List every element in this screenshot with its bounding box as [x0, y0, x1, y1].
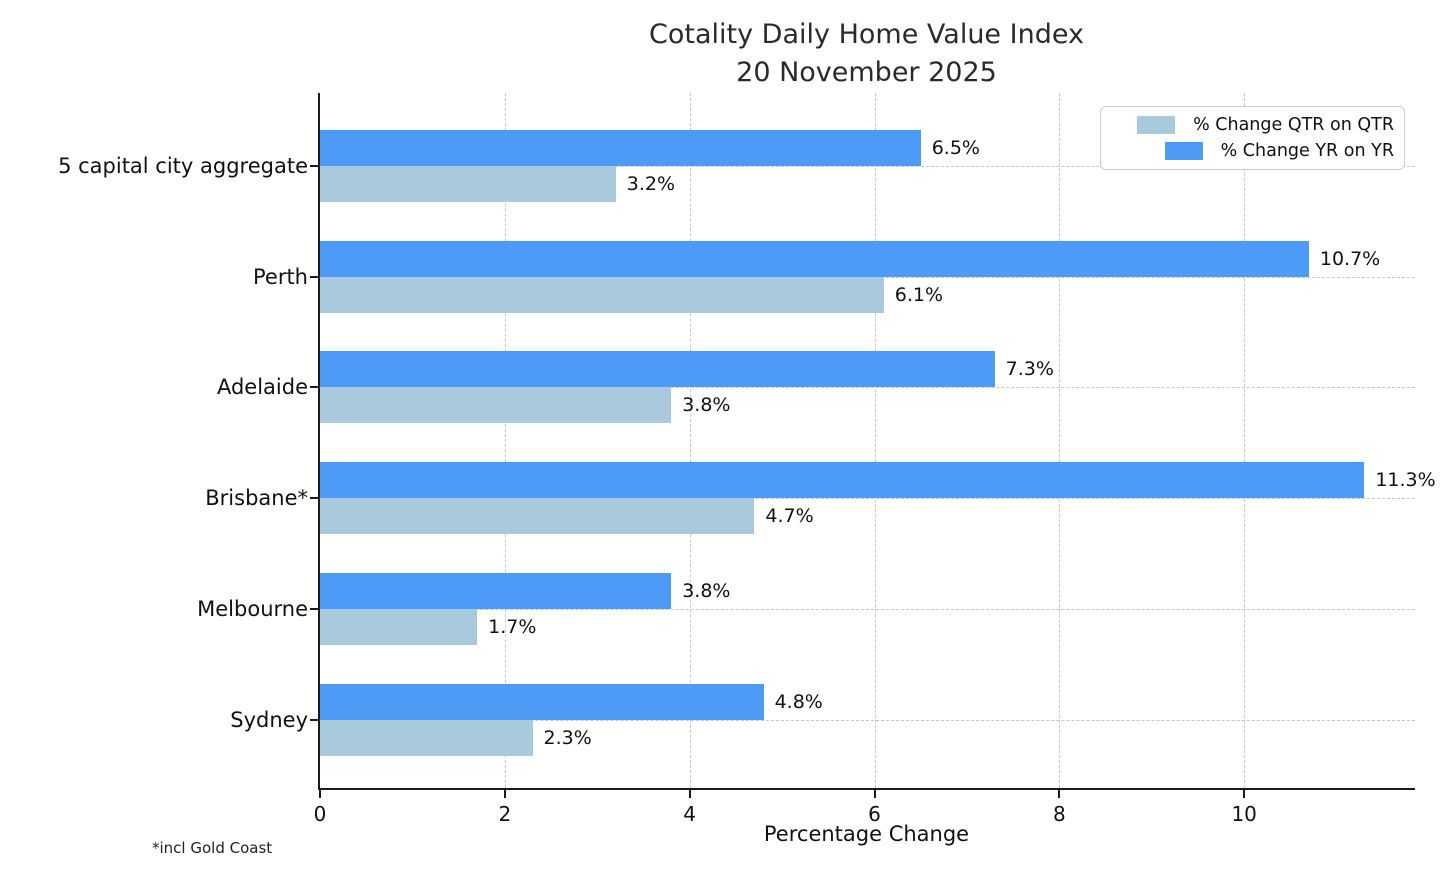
bar-yr-perth	[320, 240, 1309, 277]
y-tick-mark	[310, 165, 318, 167]
y-gridline	[320, 719, 1415, 721]
x-tick-mark	[1058, 790, 1061, 798]
y-tick-mark	[310, 275, 318, 278]
x-gridline	[1244, 93, 1246, 788]
value-label-yr-sydney: 4.8%	[774, 690, 823, 713]
chart-title: Cotality Daily Home Value Index 20 Novem…	[318, 16, 1415, 92]
x-tick-mark	[873, 790, 876, 798]
value-label-yr-5-capital-city-aggregate: 6.5%	[931, 137, 980, 159]
value-label-yr-perth: 10.7%	[1319, 247, 1381, 270]
bar-yr-adelaide	[320, 351, 995, 388]
bar-yr-sydney	[320, 683, 764, 720]
legend: % Change QTR on QTR % Change YR on YR	[1100, 106, 1405, 170]
category-label-sydney: Sydney	[230, 707, 308, 732]
bar-yr-brisbane	[320, 462, 1365, 499]
value-label-qtr-melbourne: 1.7%	[488, 615, 537, 638]
value-label-yr-brisbane: 11.3%	[1375, 469, 1436, 492]
value-label-qtr-5-capital-city-aggregate: 3.2%	[626, 173, 676, 195]
x-gridline	[504, 93, 506, 788]
x-tick-label: 4	[683, 802, 697, 826]
y-gridline	[320, 387, 1415, 389]
x-tick-mark	[688, 790, 691, 798]
y-gridline	[320, 608, 1415, 610]
y-gridline	[320, 166, 1415, 167]
bar-yr-5-capital-city-aggregate	[320, 130, 921, 166]
x-tick-mark	[319, 790, 321, 798]
legend-item-yr: % Change YR on YR	[1111, 141, 1394, 161]
category-label-brisbane: Brisbane*	[205, 486, 308, 511]
legend-label-yr: % Change YR on YR	[1220, 141, 1394, 161]
legend-swatch-qtr-icon	[1137, 116, 1176, 134]
y-tick-mark	[310, 718, 318, 721]
value-label-yr-melbourne: 3.8%	[682, 579, 731, 602]
x-tick-label: 6	[868, 802, 881, 826]
x-tick-mark	[503, 790, 506, 798]
x-gridline	[874, 93, 876, 788]
y-tick-mark	[310, 497, 318, 500]
bar-qtr-melbourne	[320, 608, 478, 645]
legend-label-qtr: % Change QTR on QTR	[1193, 115, 1394, 135]
x-tick-label: 2	[498, 802, 512, 826]
category-label-5-capital-city-aggregate: 5 capital city aggregate	[58, 154, 308, 178]
x-tick-label: 0	[313, 802, 327, 826]
bar-qtr-5-capital-city-aggregate	[320, 166, 616, 202]
y-tick-mark	[310, 386, 318, 389]
category-label-adelaide: Adelaide	[216, 375, 308, 400]
chart-title-line1: Cotality Daily Home Value Index	[649, 19, 1084, 50]
x-gridline	[1059, 93, 1061, 788]
footnote: *incl Gold Coast	[152, 839, 273, 857]
category-label-perth: Perth	[252, 264, 308, 289]
value-label-yr-adelaide: 7.3%	[1005, 358, 1054, 381]
bar-qtr-perth	[320, 276, 884, 313]
legend-item-qtr: % Change QTR on QTR	[1111, 115, 1394, 135]
chart-title-line2: 20 November 2025	[736, 57, 997, 88]
bar-qtr-adelaide	[320, 387, 672, 424]
x-tick-label: 8	[1052, 802, 1066, 826]
bar-yr-melbourne	[320, 572, 672, 609]
value-label-qtr-brisbane: 4.7%	[765, 505, 814, 528]
x-axis-label: Percentage Change	[763, 822, 970, 846]
bar-qtr-brisbane	[320, 498, 755, 535]
value-label-qtr-perth: 6.1%	[894, 283, 944, 306]
x-tick-mark	[1243, 790, 1246, 798]
x-tick-label: 10	[1231, 802, 1257, 826]
y-tick-mark	[310, 607, 318, 610]
legend-swatch-yr-icon	[1164, 142, 1203, 160]
value-label-qtr-sydney: 2.3%	[543, 726, 592, 749]
x-gridline	[689, 93, 691, 788]
y-gridline	[320, 498, 1415, 500]
value-label-qtr-adelaide: 3.8%	[682, 394, 731, 417]
plot-area: 6.5% 3.2% 5 capital city aggregate 10.7% 6.1…	[58, 93, 1436, 826]
category-label-melbourne: Melbourne	[197, 596, 308, 621]
bar-qtr-sydney	[320, 719, 533, 756]
